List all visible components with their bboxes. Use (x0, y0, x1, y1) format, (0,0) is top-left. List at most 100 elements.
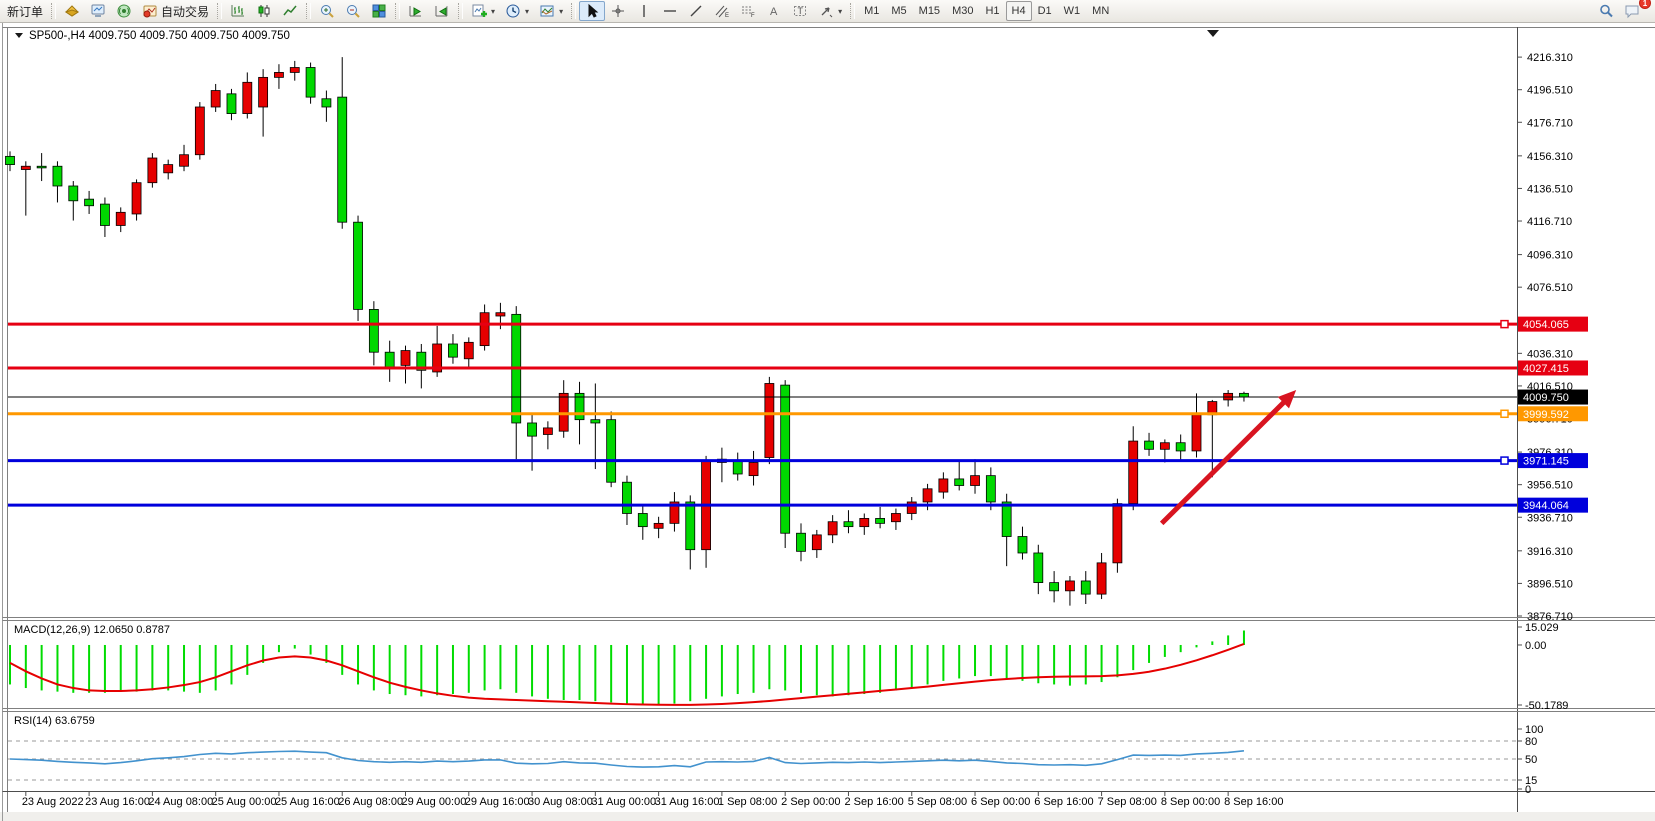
price-line-label: 4009.750 (1523, 392, 1569, 404)
chart-shift-icon (435, 6, 448, 17)
bullish-candle (859, 518, 870, 528)
rsi-scale-label: 80 (1525, 736, 1537, 748)
rsi-line (9, 749, 1245, 768)
line-chart-mode-button[interactable] (277, 1, 303, 21)
trend-arrow-head[interactable] (1277, 390, 1297, 409)
periods-button[interactable]: ▾ (500, 1, 534, 21)
bearish-candle (68, 185, 79, 202)
bar-chart-mode-button[interactable] (225, 1, 251, 21)
one-click-panel-toggle-icon[interactable] (15, 33, 23, 38)
line-handle[interactable] (1500, 319, 1509, 329)
timeframe-button-mn[interactable]: MN (1086, 1, 1115, 21)
notifications-area: 1 (1619, 0, 1651, 21)
new-chart-button[interactable]: ▾ (466, 1, 500, 21)
trend-arrow[interactable] (1159, 398, 1288, 526)
crosshair-icon (612, 5, 625, 17)
chat-bubble-icon (1625, 5, 1639, 19)
horizontal-line-tool-button[interactable] (657, 1, 683, 21)
bearish-candle (1144, 440, 1154, 450)
signals-button[interactable] (111, 1, 137, 21)
text-label-tool-button[interactable]: T (787, 1, 813, 21)
timeframe-button-m1[interactable]: M1 (858, 1, 885, 21)
svg-text:F: F (751, 13, 755, 19)
price-chart[interactable]: 4216.310 4196.510 4176.710 4156.310 4136.510… (0, 23, 1655, 821)
bullish-candle (827, 521, 838, 536)
timeframe-button-w1[interactable]: W1 (1058, 1, 1087, 21)
cursor-tool-button[interactable] (579, 1, 606, 21)
notification-badge: 1 (1639, 0, 1651, 9)
price-tick-label: 3916.310 (1527, 546, 1573, 558)
new-order-button[interactable]: 新订单 (2, 1, 48, 21)
bullish-candle (210, 90, 221, 108)
auto-scroll-button[interactable] (403, 1, 429, 21)
bullish-candle (163, 164, 174, 174)
timeframe-button-m5[interactable]: M5 (885, 1, 912, 21)
bullish-candle (970, 475, 980, 486)
timeframe-button-m30[interactable]: M30 (946, 1, 979, 21)
date-tick-label: 29 Aug 16:00 (465, 796, 530, 808)
price-tick-label: 4136.510 (1527, 183, 1573, 195)
timeframe-button-m15[interactable]: M15 (913, 1, 946, 21)
timeframe-button-h4[interactable]: H4 (1005, 1, 1032, 21)
chart-shift-marker[interactable] (1207, 30, 1219, 37)
bearish-candle (1033, 552, 1044, 584)
metaeditor-icon (91, 4, 105, 17)
date-tick-label: 7 Sep 08:00 (1098, 796, 1157, 808)
price-line-label-box (1518, 360, 1588, 376)
price-tick-label: 3896.510 (1527, 578, 1573, 590)
zoom-in-icon (321, 5, 334, 18)
text-tool-button[interactable]: A (761, 1, 787, 21)
price-tick-label: 4036.310 (1527, 348, 1573, 360)
channel-tool-button[interactable]: E (709, 1, 735, 21)
auto-scroll-icon (409, 6, 422, 17)
search-icon (1600, 4, 1613, 18)
chat-button[interactable] (1619, 1, 1645, 21)
templates-button[interactable]: ▾ (534, 1, 568, 21)
bearish-candle (1239, 392, 1249, 398)
zoom-out-icon (347, 5, 360, 18)
fibonacci-icon: F (742, 6, 755, 19)
date-tick-label: 2 Sep 00:00 (781, 796, 840, 808)
date-tick-label: 2 Sep 16:00 (844, 796, 903, 808)
bullish-candle (1191, 414, 1202, 452)
search-button[interactable] (1593, 1, 1619, 21)
bearish-candle (416, 351, 427, 371)
candlestick-mode-button[interactable] (251, 1, 277, 21)
crosshair-tool-button[interactable] (605, 1, 631, 21)
bearish-candle (590, 419, 601, 424)
metaeditor-button[interactable] (85, 1, 111, 21)
bullish-candle (669, 501, 680, 524)
date-tick-label: 8 Sep 00:00 (1161, 796, 1220, 808)
tile-windows-button[interactable] (366, 1, 392, 21)
autotrading-button[interactable]: 自动交易 (137, 1, 214, 21)
arrows-tool-button[interactable]: ▾ (813, 1, 847, 21)
fibonacci-tool-button[interactable]: F (735, 1, 761, 21)
bullish-candle (764, 383, 775, 458)
zoom-in-button[interactable] (314, 1, 340, 21)
bearish-candle (732, 460, 743, 475)
trendline-tool-button[interactable] (683, 1, 709, 21)
timeframe-button-h1[interactable]: H1 (979, 1, 1005, 21)
bearish-candle (985, 475, 996, 503)
line-handle[interactable] (1500, 409, 1509, 419)
price-tick-label: 4116.710 (1527, 216, 1572, 228)
candlestick-icon (258, 5, 270, 17)
bearish-candle (353, 221, 363, 310)
bearish-candle (637, 513, 648, 528)
line-handle[interactable] (1500, 456, 1509, 465)
vertical-line-tool-button[interactable] (631, 1, 657, 21)
toolbar-grip (306, 3, 312, 19)
bullish-candle (1112, 503, 1123, 564)
market-watch-button[interactable] (59, 1, 85, 21)
zoom-out-button[interactable] (340, 1, 366, 21)
timeframe-button-d1[interactable]: D1 (1032, 1, 1058, 21)
bearish-candle (52, 165, 63, 187)
equidistant-channel-icon: E (715, 5, 729, 19)
price-line-label: 3999.592 (1523, 409, 1569, 421)
price-tick-label: 4176.710 (1527, 117, 1573, 129)
rsi-scale-label: 50 (1525, 754, 1537, 766)
bullish-candle (1096, 562, 1107, 595)
chart-shift-button[interactable] (429, 1, 455, 21)
bearish-candle (685, 501, 696, 551)
chart-window[interactable]: 4216.310 4196.510 4176.710 4156.310 4136.510… (0, 23, 1655, 821)
